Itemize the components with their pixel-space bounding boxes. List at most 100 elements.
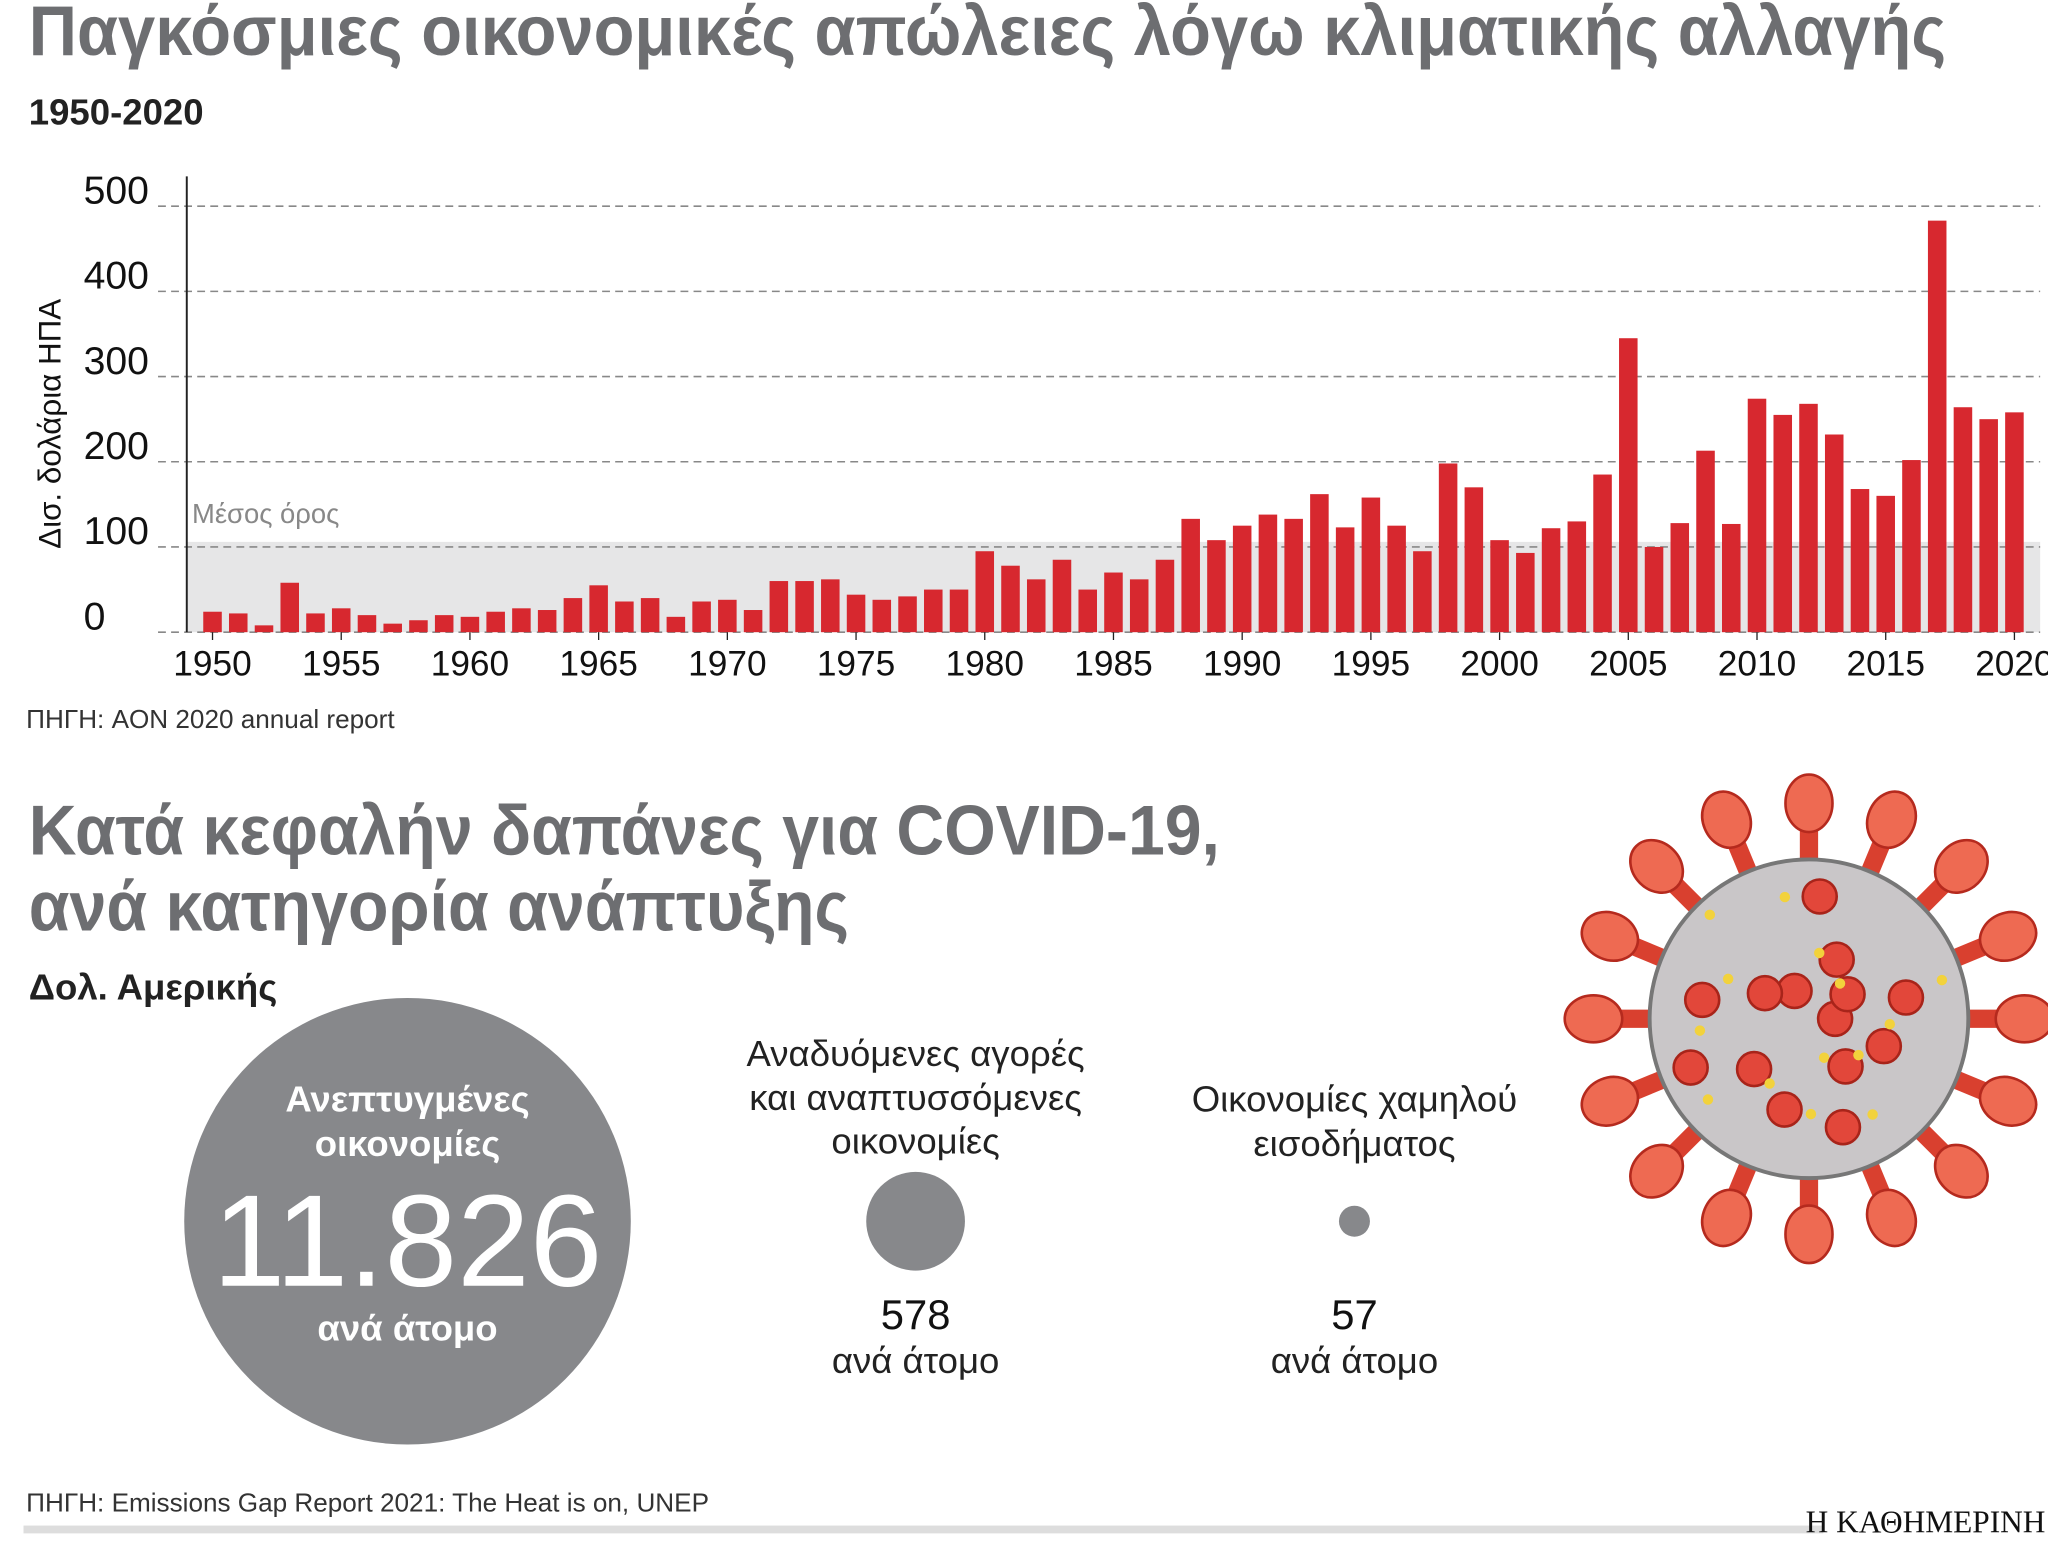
spike-head — [1784, 773, 1834, 834]
bar — [846, 594, 866, 633]
bar — [1361, 497, 1381, 633]
bubble — [866, 1171, 965, 1271]
x-tick-label: 1985 — [1074, 644, 1152, 683]
bar — [1155, 559, 1175, 633]
bar — [1593, 474, 1612, 633]
category-label-box: Οικονομίες χαμηλού εισοδήματος — [1191, 1078, 1518, 1164]
spike-head — [1994, 993, 2048, 1044]
virus-nub — [1818, 941, 1855, 978]
bar — [306, 613, 325, 633]
spike-head — [1580, 910, 1640, 962]
bar — [1516, 552, 1535, 633]
category-label: Οικονομίες χαμηλού εισοδήματος — [1191, 1078, 1518, 1164]
bar — [1335, 527, 1355, 633]
bar — [949, 589, 969, 633]
x-tick-label: 2005 — [1589, 644, 1667, 683]
x-tick-label: 1975 — [817, 644, 895, 683]
bar — [1413, 551, 1432, 633]
category-label-box: Ανεπτυγμένες οικονομίες — [285, 1079, 529, 1163]
spike-head — [1629, 1143, 1685, 1199]
virus-dot — [1834, 978, 1846, 989]
bar — [460, 616, 480, 633]
unit-label: ανά άτομο — [832, 1340, 1000, 1381]
bar — [769, 581, 789, 633]
bar — [1824, 434, 1844, 633]
bar — [692, 601, 711, 633]
bar — [280, 582, 300, 633]
virus-dot — [1702, 1094, 1714, 1105]
bar — [1927, 220, 1947, 633]
virus-nub — [1887, 979, 1925, 1016]
average-label: Μέσος όρος — [192, 498, 339, 529]
bar — [1850, 489, 1870, 633]
bar — [203, 611, 222, 633]
virus-illustration — [1563, 773, 2048, 1265]
bar — [1129, 579, 1149, 633]
spike-head — [1933, 1143, 1989, 1199]
virus-dot — [1936, 974, 1948, 986]
bar — [409, 620, 428, 633]
source: ΠΗΓΗ: Emissions Gap Report 2021: The Hea… — [26, 1488, 709, 1518]
chart-title: Κατά κεφαλήν δαπάνες για COVID-19, — [29, 791, 1220, 870]
brand: Η ΚΑΘΗΜΕΡΙΝΗ — [1806, 1505, 2046, 1540]
bar — [563, 598, 583, 633]
bar — [228, 613, 248, 633]
bar — [1773, 414, 1793, 633]
bar — [1696, 450, 1715, 633]
virus-nub — [1865, 1027, 1903, 1065]
bar — [1026, 579, 1046, 633]
chart-subtitle: Δολ. Αμερικής — [29, 967, 278, 1008]
spike-head — [1700, 1188, 1753, 1248]
bubble — [1338, 1205, 1370, 1237]
bar — [537, 610, 557, 633]
virus-nub — [1801, 878, 1839, 915]
spike-head — [1865, 1188, 1918, 1248]
virus-dot — [1764, 1078, 1775, 1089]
x-tick-label: 2000 — [1460, 644, 1538, 683]
virus-dot — [1779, 891, 1791, 903]
virus-nub — [1824, 1108, 1862, 1146]
virus-dot — [1818, 1052, 1830, 1063]
unit-label: ανά άτομο — [317, 1308, 497, 1349]
y-axis-label: Δισ. δολάρια ΗΠΑ — [33, 299, 68, 549]
bar — [1902, 460, 1921, 633]
bar — [1567, 521, 1587, 633]
bar — [640, 598, 660, 633]
bar — [872, 599, 892, 633]
bar — [795, 581, 814, 633]
bar — [2005, 412, 2024, 633]
source: ΠΗΓΗ: AON 2020 annual report — [26, 704, 395, 734]
spike-head — [1580, 1075, 1640, 1127]
chart-subtitle: 1950-2020 — [29, 92, 204, 133]
spike-head — [1865, 790, 1918, 850]
bar — [1953, 407, 1973, 633]
virus-nub — [1746, 974, 1784, 1012]
x-tick-label: 1960 — [431, 644, 509, 683]
y-tick-label: 300 — [84, 340, 149, 383]
virus-body — [1647, 857, 1971, 1181]
y-tick-label: 200 — [84, 425, 149, 468]
bar — [1490, 540, 1509, 633]
bar — [666, 616, 686, 633]
virus-nub — [1672, 1049, 1709, 1086]
virus-dot — [1867, 1109, 1878, 1120]
bar — [1541, 528, 1561, 633]
bar — [1464, 487, 1484, 633]
bar — [1258, 514, 1278, 633]
spike-head — [1978, 910, 2038, 962]
bar — [486, 611, 505, 633]
bar — [434, 615, 454, 633]
bar — [383, 623, 402, 633]
bar — [1670, 523, 1690, 633]
virus-dot — [1884, 1019, 1896, 1030]
y-tick-label: 0 — [84, 595, 106, 638]
virus-nub — [1683, 981, 1721, 1019]
virus-nub — [1735, 1050, 1773, 1088]
x-tick-label: 1965 — [559, 644, 637, 683]
spike-head — [1784, 1204, 1834, 1265]
x-tick-label: 2015 — [1847, 644, 1925, 683]
bar — [357, 615, 377, 633]
bar — [1619, 338, 1638, 633]
bar — [254, 625, 274, 633]
